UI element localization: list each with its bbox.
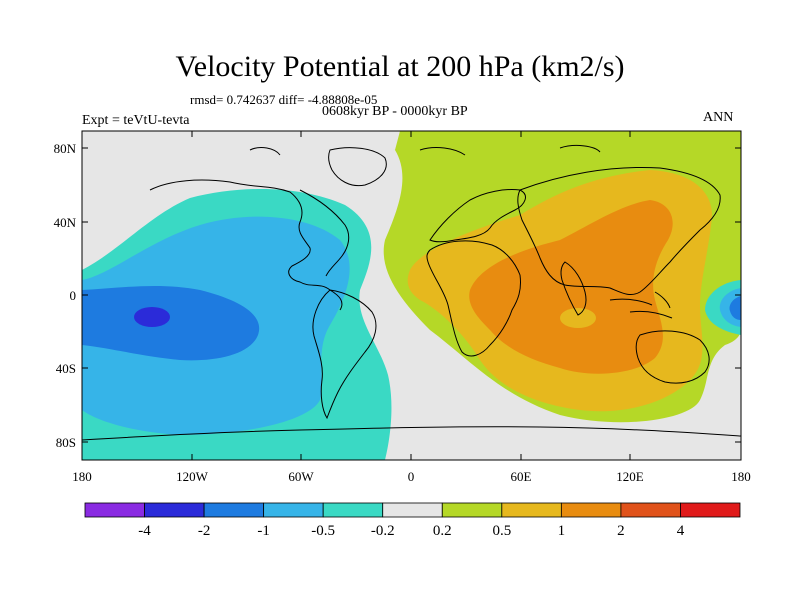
- colorbar-swatch: [322, 502, 384, 518]
- lon-label-120e: 120E: [616, 469, 644, 484]
- colorbar-swatch: [501, 502, 562, 518]
- colorbar-label: 4: [677, 523, 685, 539]
- colorbar: [84, 502, 741, 518]
- colorbar-swatch: [441, 502, 503, 518]
- colorbar-label: 0.2: [433, 523, 452, 539]
- colorbar-swatch: [560, 502, 622, 518]
- field-green-island: [560, 308, 596, 328]
- lat-label-40n: 40N: [54, 215, 77, 230]
- colorbar-swatch: [203, 502, 265, 518]
- lon-label-60w: 60W: [288, 469, 314, 484]
- coastline-south-america: [312, 289, 377, 420]
- lat-label-0: 0: [70, 288, 77, 303]
- colorbar-label: 2: [617, 523, 625, 539]
- lat-label-80s: 80S: [56, 435, 76, 450]
- experiment-label: Expt = teVtU-tevta: [82, 113, 190, 128]
- lon-label-60e: 60E: [511, 469, 532, 484]
- coastline-asia: [517, 167, 721, 295]
- lon-label-180w: 180: [72, 469, 92, 484]
- map-title: Velocity Potential at 200 hPa (km2/s): [175, 50, 625, 83]
- colorbar-label: 0.5: [492, 523, 511, 539]
- lat-label-40s: 40S: [56, 361, 76, 376]
- lat-label-80n: 80N: [54, 141, 77, 156]
- field-blue-region: [82, 285, 260, 361]
- colorbar-label: -0.5: [311, 523, 335, 539]
- longitude-ticks: [81, 131, 742, 460]
- field-neutral-north: [82, 131, 400, 255]
- lon-label-180e: 180: [731, 469, 751, 484]
- field-orange-region: [469, 200, 673, 374]
- coastline-india: [560, 261, 587, 316]
- colorbar-swatch: [263, 502, 324, 518]
- coastline-europe: [429, 189, 526, 243]
- field-deepblue-core: [134, 307, 170, 327]
- colorbar-swatch: [382, 502, 443, 518]
- stats-line: rmsd= 0.742637 diff= -4.88808e-05: [190, 92, 378, 107]
- colorbar-swatch: [84, 502, 145, 518]
- coastline-africa: [426, 240, 521, 357]
- coastline-indonesia: [609, 291, 673, 319]
- colorbar-label: 1: [558, 523, 566, 539]
- colorbar-swatch: [620, 502, 681, 518]
- colorbar-swatch: [680, 502, 741, 518]
- period-line: 0608kyr BP - 0000kyr BP: [322, 104, 468, 119]
- coastline-arctic-islands: [249, 144, 601, 156]
- coastline-antarctica: [82, 426, 741, 441]
- field-blue-east: [729, 296, 741, 320]
- coastline-greenland: [328, 147, 387, 187]
- coastlines: [82, 144, 741, 441]
- colorbar-label: -4: [138, 523, 151, 539]
- colorbar-swatch: [144, 502, 205, 518]
- season-label: ANN: [703, 110, 734, 125]
- coastline-australia: [635, 330, 710, 384]
- colorbar-label: -1: [257, 523, 270, 539]
- velocity-potential-field: [82, 131, 741, 460]
- lon-label-0: 0: [408, 469, 415, 484]
- colorbar-labels: -4 -2 -1 -0.5 -0.2 0.2 0.5 1 2 4: [138, 523, 684, 539]
- lon-label-120w: 120W: [176, 469, 209, 484]
- coastline-north-america-east: [299, 189, 350, 277]
- colorbar-label: -2: [198, 523, 211, 539]
- latitude-ticks: [82, 147, 741, 443]
- colorbar-label: -0.2: [371, 523, 395, 539]
- coastline-north-america: [149, 179, 343, 311]
